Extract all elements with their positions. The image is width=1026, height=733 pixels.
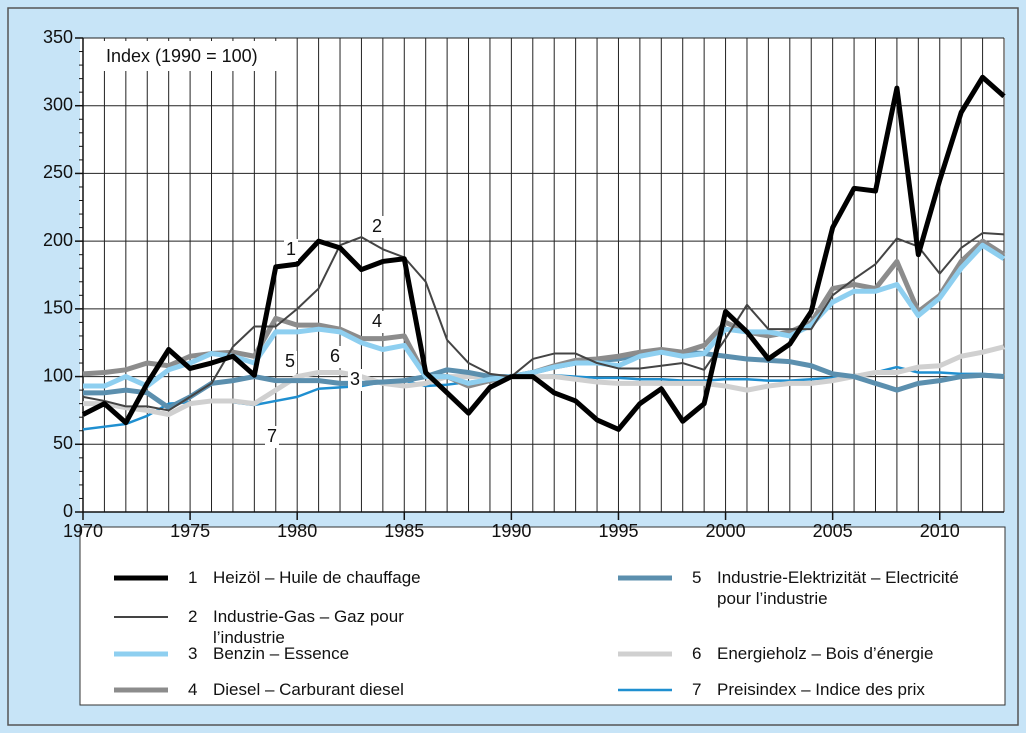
legend-number: 5 [692, 568, 702, 587]
x-tick-label: 1985 [384, 521, 424, 541]
plot-area [80, 38, 1005, 512]
legend-number: 7 [692, 680, 702, 699]
x-tick-label: 2000 [706, 521, 746, 541]
y-tick-label: 200 [43, 230, 73, 250]
legend-number: 2 [188, 607, 198, 626]
x-tick-label: 1980 [277, 521, 317, 541]
annotation-bg [370, 311, 384, 333]
y-tick-label: 100 [43, 365, 73, 385]
annotation-bg [284, 239, 298, 261]
legend-number: 4 [188, 680, 198, 699]
x-tick-label: 1970 [63, 521, 103, 541]
annotation: 2 [372, 216, 382, 236]
annotation: 1 [286, 239, 296, 259]
y-tick-label: 150 [43, 298, 73, 318]
x-tick-label: 1995 [598, 521, 638, 541]
x-tick-label: 2010 [920, 521, 960, 541]
series-line [82, 232, 1005, 412]
annotation-bg [283, 351, 297, 373]
x-tick-label: 1975 [170, 521, 210, 541]
x-tick-label: 1990 [491, 521, 531, 541]
annotation-bg [348, 369, 362, 391]
annotation: 3 [350, 369, 360, 389]
legend-number: 6 [692, 644, 702, 663]
y-tick-label: 0 [63, 501, 73, 521]
legend-label: Benzin – Essence [213, 644, 350, 663]
title-box [97, 41, 289, 71]
y-tick-label: 250 [43, 162, 73, 182]
legend-number: 1 [188, 568, 198, 587]
y-tick-label: 300 [43, 94, 73, 114]
y-tick-label: 350 [43, 27, 73, 47]
annotation: 4 [372, 311, 382, 331]
annotation-bg [265, 426, 279, 448]
legend-label: Industrie-Gas – Gaz pour l’industrie [213, 607, 404, 647]
annotation-bg [328, 346, 342, 368]
legend-label: Industrie-Elektrizität – Electricité pou… [717, 568, 959, 608]
annotation: 5 [285, 351, 295, 371]
chart-title: Index (1990 = 100) [106, 46, 258, 66]
legend-box [79, 526, 1006, 706]
legend-label: Energieholz – Bois d’énergie [717, 644, 934, 663]
legend-label: Heizöl – Huile de chauffage [213, 568, 421, 587]
series-line [81, 74, 1006, 432]
y-tick-label: 50 [53, 433, 73, 453]
annotation-bg [370, 216, 384, 238]
legend-number: 3 [188, 644, 198, 663]
x-tick-label: 2005 [813, 521, 853, 541]
annotation: 7 [267, 426, 277, 446]
legend-label: Diesel – Carburant diesel [213, 680, 404, 699]
annotation: 6 [330, 346, 340, 366]
legend-label: Preisindex – Indice des prix [717, 680, 925, 699]
